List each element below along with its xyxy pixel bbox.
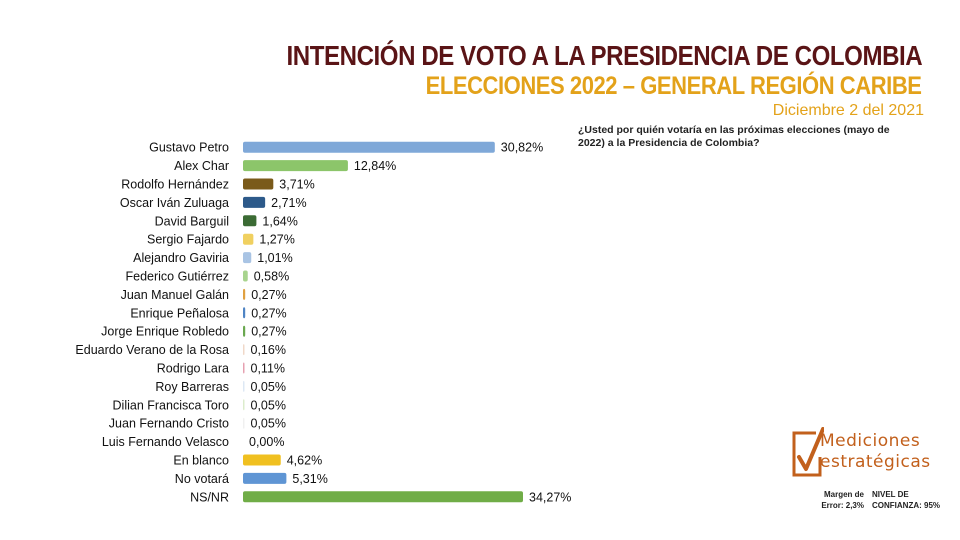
category-label: Sergio Fajardo xyxy=(147,233,229,247)
value-label: 0,05% xyxy=(251,417,286,431)
category-label: Oscar Iván Zuluaga xyxy=(120,196,229,210)
category-label: Federico Gutiérrez xyxy=(125,270,229,284)
bar xyxy=(243,233,254,245)
category-label: David Barguil xyxy=(155,214,229,228)
category-label: Alex Char xyxy=(174,159,229,173)
logo-text-line1: Mediciones xyxy=(820,431,921,451)
category-label: Dilian Francisca Toro xyxy=(113,398,230,412)
category-label: Juan Fernando Cristo xyxy=(109,417,229,431)
category-label: Juan Manuel Galán xyxy=(121,288,229,302)
bar xyxy=(243,472,287,484)
value-label: 0,27% xyxy=(251,306,286,320)
margin-of-error: Margen de Error: 2,3% xyxy=(821,490,864,510)
value-label: 34,27% xyxy=(529,490,571,504)
value-label: 3,71% xyxy=(279,178,314,192)
bar xyxy=(243,344,245,356)
bar xyxy=(243,307,246,319)
category-label: Gustavo Petro xyxy=(149,141,229,155)
bar xyxy=(243,252,252,264)
value-label: 30,82% xyxy=(501,141,543,155)
mediciones-estrategicas-logo: Mediciones estratégicas xyxy=(790,425,950,480)
category-label: Alejandro Gaviria xyxy=(133,251,229,265)
chart-title: INTENCIÓN DE VOTO A LA PRESIDENCIA DE CO… xyxy=(286,40,922,71)
checkmark-box-icon xyxy=(792,427,824,477)
value-label: 4,62% xyxy=(287,454,322,468)
value-label: 12,84% xyxy=(354,159,396,173)
category-label: Roy Barreras xyxy=(155,380,229,394)
bar xyxy=(243,417,245,429)
value-label: 1,27% xyxy=(259,233,294,247)
bar xyxy=(243,454,281,466)
value-label: 0,58% xyxy=(254,270,289,284)
bar xyxy=(243,288,246,300)
confidence-level: NIVEL DE CONFIANZA: 95% xyxy=(872,490,941,510)
bar xyxy=(243,270,248,282)
category-label: Jorge Enrique Robledo xyxy=(101,325,229,339)
value-label: 0,16% xyxy=(251,343,286,357)
value-label: 2,71% xyxy=(271,196,306,210)
bar xyxy=(243,362,245,374)
bar xyxy=(243,491,523,503)
category-label: No votará xyxy=(175,472,229,486)
value-label: 0,00% xyxy=(249,435,284,449)
bar xyxy=(243,399,245,411)
bar xyxy=(243,215,257,227)
survey-date: Diciembre 2 del 2021 xyxy=(772,102,924,119)
bar xyxy=(243,196,266,208)
value-label: 0,05% xyxy=(251,398,286,412)
logo-text-line2: estratégicas xyxy=(820,452,931,472)
bar xyxy=(243,178,274,190)
chart-subtitle: ELECCIONES 2022 – GENERAL REGIÓN CARIBE xyxy=(426,72,922,100)
value-label: 0,11% xyxy=(251,362,286,376)
category-label: NS/NR xyxy=(190,490,229,504)
category-label: En blanco xyxy=(173,454,229,468)
value-label: 0,27% xyxy=(251,288,286,302)
category-label: Rodrigo Lara xyxy=(157,362,229,376)
value-label: 0,05% xyxy=(251,380,286,394)
category-label: Eduardo Verano de la Rosa xyxy=(75,343,229,357)
value-label: 5,31% xyxy=(292,472,327,486)
survey-question: ¿Usted por quién votaría en las próximas… xyxy=(578,124,890,149)
bar xyxy=(243,141,495,153)
value-label: 0,27% xyxy=(251,325,286,339)
category-label: Luis Fernando Velasco xyxy=(102,435,229,449)
category-label: Enrique Peñalosa xyxy=(130,306,229,320)
bar xyxy=(243,325,246,337)
bar xyxy=(243,160,348,172)
category-label: Rodolfo Hernández xyxy=(121,178,229,192)
value-label: 1,64% xyxy=(262,214,297,228)
value-label: 1,01% xyxy=(257,251,292,265)
bar xyxy=(243,380,245,392)
